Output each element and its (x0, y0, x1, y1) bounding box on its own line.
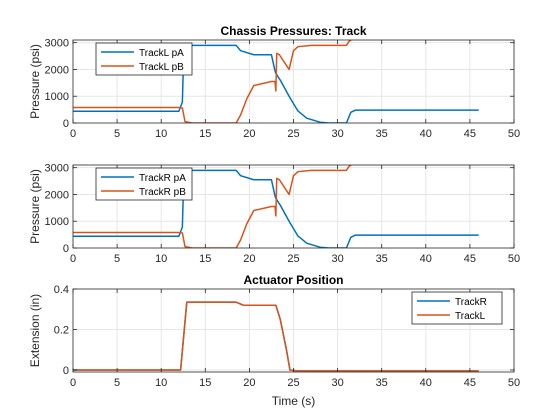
x-tick-label: 10 (155, 253, 167, 265)
y-tick-label: 2000 (45, 189, 69, 201)
x-tick-label: 10 (155, 128, 167, 140)
x-tick-label: 0 (70, 377, 76, 389)
x-tick-label: 45 (464, 377, 476, 389)
x-tick-label: 35 (376, 377, 388, 389)
y-tick-label: 0 (63, 243, 69, 255)
legend-box (95, 42, 193, 76)
chart-title: Actuator Position (243, 273, 343, 287)
y-axis-label: Extension (in) (28, 294, 42, 367)
x-tick-label: 25 (287, 377, 299, 389)
y-tick-label: 1000 (45, 216, 69, 228)
x-tick-label: 20 (243, 128, 255, 140)
y-tick-label: 3000 (45, 163, 69, 175)
x-tick-label: 5 (114, 128, 120, 140)
x-tick-label: 30 (331, 377, 343, 389)
x-tick-label: 40 (420, 253, 432, 265)
legend-label: TrackR pA (139, 173, 186, 184)
legend-label: TrackR (455, 297, 487, 308)
x-tick-label: 15 (199, 253, 211, 265)
x-tick-label: 50 (508, 377, 520, 389)
x-tick-label: 45 (464, 128, 476, 140)
legend-box (411, 291, 503, 325)
series-line-2 (73, 40, 479, 123)
series-line-2 (73, 301, 479, 372)
y-tick-label: 0.2 (54, 324, 69, 336)
x-tick-label: 40 (420, 377, 432, 389)
y-tick-label: 0 (63, 118, 69, 130)
legend: TrackR TrackL (411, 291, 503, 325)
x-tick-label: 0 (70, 128, 76, 140)
legend-label: TrackR pB (139, 187, 186, 198)
x-tick-label: 25 (287, 128, 299, 140)
subplot-1: 0 5 10 15 20 25 30 35 40 45 50 0 1000 2000 3000 Chassis… (28, 24, 520, 140)
legend: TrackL pA TrackL pB (95, 42, 193, 76)
x-tick-label: 20 (243, 253, 255, 265)
x-tick-label: 35 (376, 128, 388, 140)
legend: TrackR pA TrackR pB (95, 167, 193, 201)
subplot-2: 0 5 10 15 20 25 30 35 40 45 50 0 1000 2000 3000Pressur… (28, 163, 520, 265)
legend-label: TrackL pA (139, 48, 184, 59)
y-tick-label: 0.4 (54, 284, 69, 296)
x-tick-label: 45 (464, 253, 476, 265)
x-tick-label: 15 (199, 128, 211, 140)
x-tick-label: 35 (376, 253, 388, 265)
x-tick-label: 30 (331, 128, 343, 140)
y-axis-label: Pressure (psi) (28, 169, 42, 244)
y-tick-label: 3000 (45, 38, 69, 50)
x-tick-label: 0 (70, 253, 76, 265)
y-tick-label: 1000 (45, 91, 69, 103)
x-tick-label: 30 (331, 253, 343, 265)
x-tick-label: 20 (243, 377, 255, 389)
chart-title: Chassis Pressures: Track (220, 24, 366, 38)
series-line-2 (73, 165, 479, 248)
legend-label: TrackL pB (139, 62, 184, 73)
x-tick-label: 15 (199, 377, 211, 389)
y-axis-label: Pressure (psi) (28, 44, 42, 119)
x-tick-label: 10 (155, 377, 167, 389)
x-tick-label: 50 (508, 253, 520, 265)
subplot-3: 0 5 10 15 20 25 30 35 40 45 50 0 0.2 0.4 Actuator Posi… (28, 273, 520, 408)
x-tick-label: 40 (420, 128, 432, 140)
x-tick-label: 50 (508, 128, 520, 140)
x-tick-label: 5 (114, 377, 120, 389)
x-axis-label: Time (s) (272, 394, 316, 408)
y-tick-label: 2000 (45, 64, 69, 76)
y-tick-label: 0 (63, 365, 69, 377)
x-tick-label: 25 (287, 253, 299, 265)
x-tick-label: 5 (114, 253, 120, 265)
legend-box (95, 167, 193, 201)
legend-label: TrackL (455, 311, 486, 322)
